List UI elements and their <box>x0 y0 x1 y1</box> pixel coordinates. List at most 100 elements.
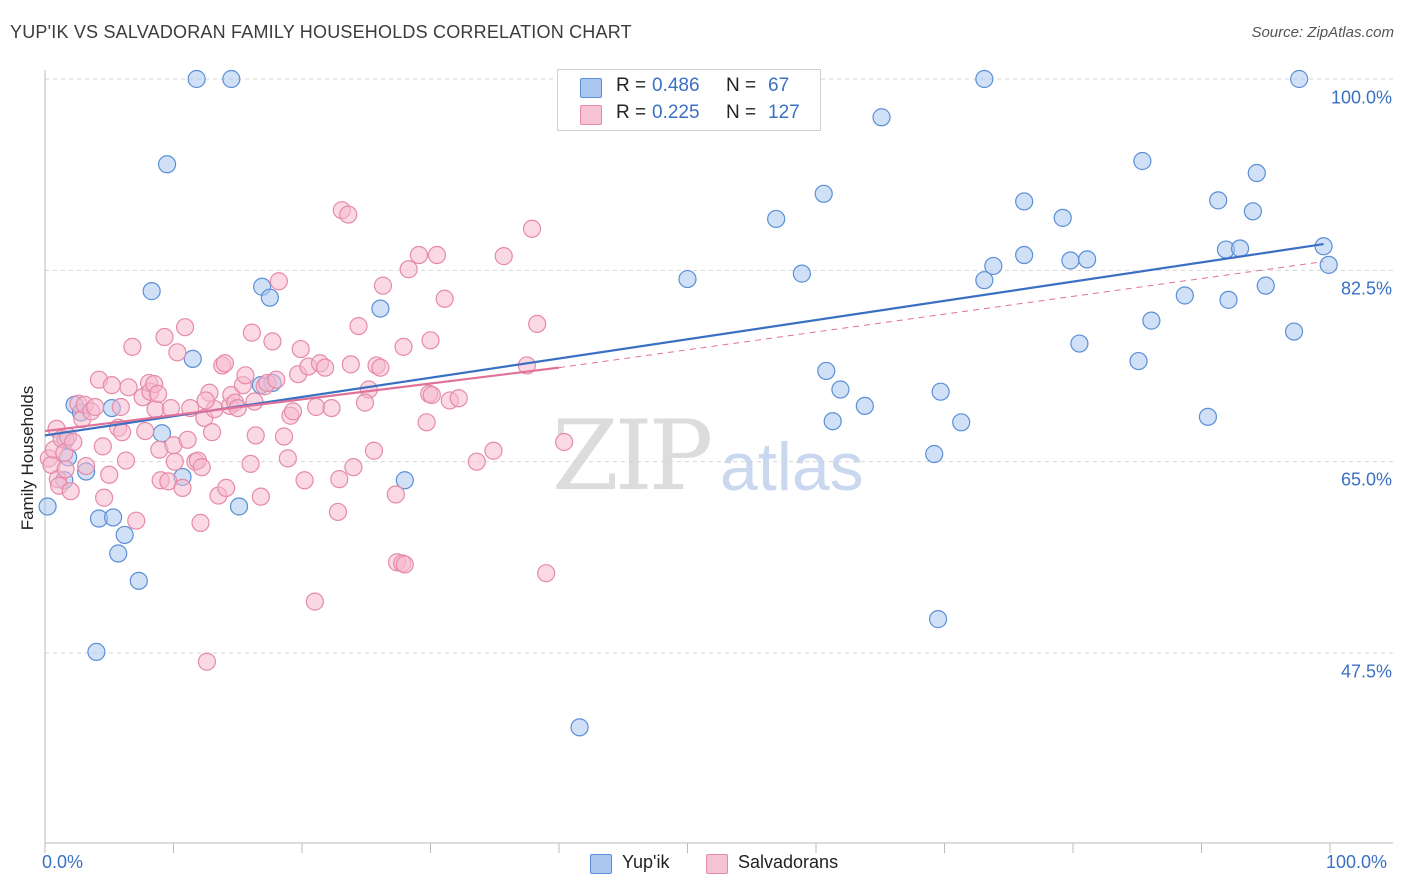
data-point-yupik <box>1243 202 1263 221</box>
data-point-salvadorans <box>395 555 414 574</box>
x-tick-label-max: 100.0% <box>1326 852 1388 872</box>
data-point-salvadorans <box>422 385 441 405</box>
y-tick-label-100: 100.0% <box>1330 87 1392 108</box>
data-point-salvadorans <box>305 592 324 611</box>
trend-lines <box>44 243 1324 437</box>
legend-r-label: R = <box>616 75 647 96</box>
x-tick-label-min: 0.0% <box>42 852 84 872</box>
data-point-yupik <box>395 471 414 490</box>
data-point-salvadorans <box>245 392 264 411</box>
data-point-salvadorans <box>449 389 468 408</box>
data-point-salvadorans <box>116 451 136 470</box>
data-point-salvadorans <box>242 323 261 342</box>
legend-n-label: N = <box>726 102 757 123</box>
data-point-salvadorans <box>202 423 222 442</box>
data-point-yupik <box>952 413 971 432</box>
bottom-legend-swatch-yupik <box>590 854 612 874</box>
trend-line-salvadorans-extension <box>558 261 1324 369</box>
data-point-salvadorans <box>119 378 138 397</box>
data-point-salvadorans <box>307 397 326 417</box>
trend-line-yupik <box>44 243 1324 437</box>
data-point-yupik <box>817 361 836 381</box>
data-point-yupik <box>1133 151 1152 171</box>
gridlines <box>45 78 1393 654</box>
data-point-salvadorans <box>394 337 413 356</box>
data-point-salvadorans <box>148 384 168 403</box>
data-point-salvadorans <box>165 452 184 471</box>
series-salvadorans-points <box>39 201 574 671</box>
data-point-salvadorans <box>355 393 375 412</box>
data-point-yupik <box>1129 351 1148 371</box>
chart-title: YUP'IK VS SALVADORAN FAMILY HOUSEHOLDS C… <box>10 22 632 42</box>
data-point-yupik <box>928 610 948 629</box>
data-point-salvadorans <box>86 397 105 417</box>
data-point-yupik <box>1015 192 1034 211</box>
data-point-yupik <box>1053 208 1072 227</box>
y-tick-label-47-5: 47.5% <box>1340 661 1392 682</box>
data-point-yupik <box>1175 286 1194 305</box>
data-point-salvadorans <box>241 454 260 473</box>
data-point-yupik <box>1142 311 1161 330</box>
data-point-salvadorans <box>269 272 288 291</box>
series-yupik-points <box>38 69 1338 737</box>
data-point-yupik <box>115 525 134 545</box>
legend-n-value: 127 <box>768 102 800 123</box>
data-point-salvadorans <box>95 488 114 507</box>
data-point-salvadorans <box>100 465 119 484</box>
data-point-salvadorans <box>494 247 513 266</box>
data-point-salvadorans <box>364 441 384 460</box>
data-point-yupik <box>1256 276 1275 295</box>
data-point-salvadorans <box>371 358 390 377</box>
data-point-yupik <box>1078 250 1097 269</box>
data-point-salvadorans <box>173 478 192 498</box>
data-point-yupik <box>187 69 206 89</box>
legend-swatch-yupik <box>580 78 602 98</box>
data-point-yupik <box>371 299 390 318</box>
data-point-salvadorans <box>102 376 121 395</box>
legend-n-label: N = <box>726 75 757 96</box>
data-point-salvadorans <box>537 564 556 583</box>
data-point-salvadorans <box>283 402 303 421</box>
data-point-salvadorans <box>155 327 174 347</box>
data-point-yupik <box>229 497 249 516</box>
data-point-salvadorans <box>136 421 155 441</box>
data-point-yupik <box>570 718 589 737</box>
data-point-salvadorans <box>349 316 368 336</box>
data-point-yupik <box>855 396 874 416</box>
data-point-salvadorans <box>522 219 542 238</box>
data-point-salvadorans <box>112 423 132 442</box>
data-point-yupik <box>814 184 833 203</box>
bottom-legend-label-yupik: Yup'ik <box>622 852 670 872</box>
data-point-yupik <box>925 444 944 464</box>
data-point-yupik <box>222 69 241 89</box>
data-point-salvadorans <box>111 397 130 417</box>
data-point-yupik <box>792 264 811 283</box>
data-point-salvadorans <box>291 339 310 359</box>
data-point-salvadorans <box>339 205 358 224</box>
y-tick-label-82-5: 82.5% <box>1340 278 1392 299</box>
data-point-yupik <box>975 271 994 290</box>
data-point-salvadorans <box>341 355 360 374</box>
data-point-yupik <box>142 282 161 301</box>
data-point-yupik <box>975 69 994 89</box>
legend-r-value: 0.486 <box>652 75 700 96</box>
data-point-salvadorans <box>215 354 234 373</box>
data-point-salvadorans <box>191 513 210 532</box>
data-point-salvadorans <box>61 482 80 501</box>
source-label: Source: ZipAtlas.com <box>1251 24 1394 41</box>
data-point-salvadorans <box>322 398 341 418</box>
data-point-yupik <box>1061 251 1080 270</box>
data-point-yupik <box>831 380 850 399</box>
data-point-salvadorans <box>178 430 197 449</box>
data-point-yupik <box>1247 163 1266 183</box>
stats-legend: R = 0.486 N = 67 R = 0.225 N = 127 <box>557 69 821 131</box>
data-point-yupik <box>767 209 786 229</box>
data-point-yupik <box>1230 239 1250 258</box>
data-point-yupik <box>984 256 1003 276</box>
data-point-yupik <box>931 382 950 401</box>
data-point-yupik <box>1319 255 1338 274</box>
data-point-salvadorans <box>528 314 547 334</box>
data-point-salvadorans <box>217 478 236 498</box>
data-point-salvadorans <box>175 318 195 337</box>
